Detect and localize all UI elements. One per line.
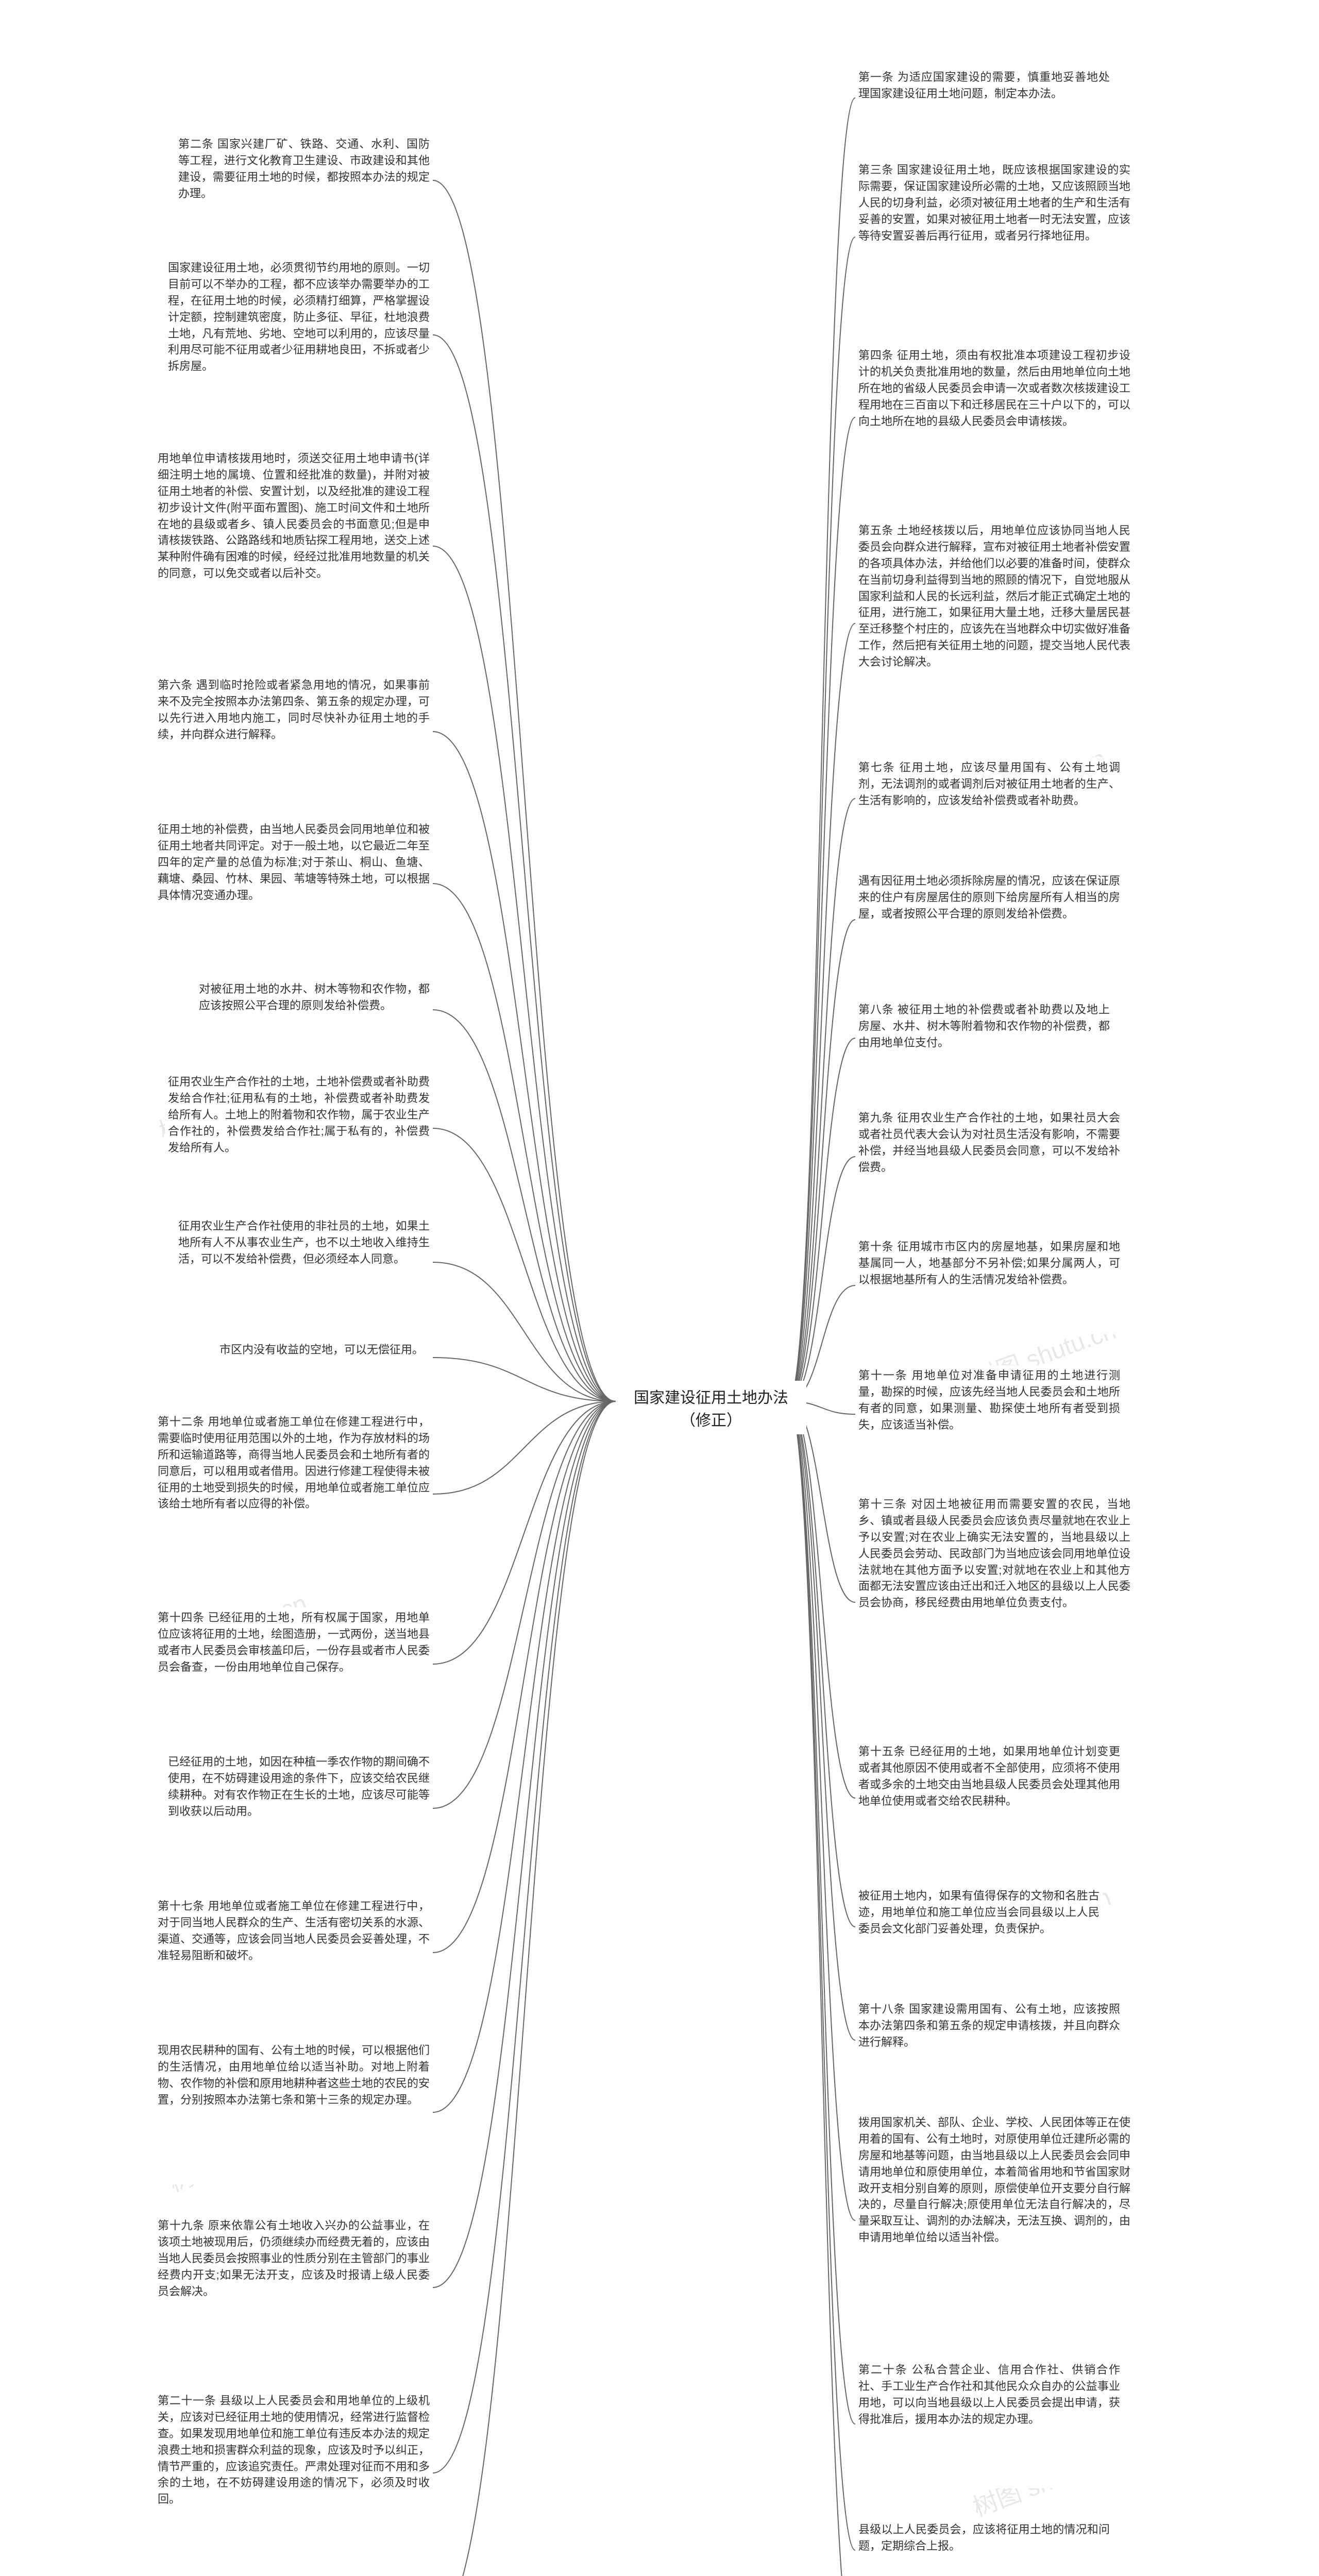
right-leaf-6: 第八条 被征用土地的补偿费或者补助费以及地上房屋、水井、树木等附着物和农作物的补… <box>855 999 1113 1077</box>
edge <box>788 1401 855 2550</box>
left-leaf-13: 现用农民耕种的国有、公有土地的时候，可以根据他们的生活情况，由用地单位给以适当补… <box>155 2040 433 2184</box>
edge <box>433 1401 616 2112</box>
right-leaf-7: 第九条 征用农业生产合作社的土地，如果社员大会或者社员代表大会认为对社员生活没有… <box>855 1108 1123 1206</box>
left-leaf-8: 市区内没有收益的空地，可以无偿征用。 <box>216 1340 433 1376</box>
left-leaf-1: 国家建设征用土地，必须贯彻节约用地的原则。一切目前可以不举办的工程，都不应该举办… <box>165 258 433 412</box>
edge <box>788 1401 855 2221</box>
left-leaf-12: 第十七条 用地单位或者施工单位在修建工程进行中，对于同当地人民群众的生产、生活有… <box>155 1896 433 2009</box>
edge <box>433 1401 616 1808</box>
right-leaf-2: 第四条 征用土地，须由有权批准本项建设工程初步设计的机关负责批准用地的数量，然后… <box>855 345 1134 489</box>
edge <box>433 180 616 1401</box>
edge <box>433 1401 616 1953</box>
edge <box>433 335 616 1401</box>
right-leaf-15: 第二十条 公私合营企业、信用合作社、供销合作社、手工业生产合作社和其他民众众自办… <box>855 2360 1123 2488</box>
center-node: 国家建设征用土地办法（修正） <box>616 1381 806 1434</box>
right-leaf-14: 拨用国家机关、部队、企业、学校、人民团体等正在使用着的国有、公有土地时，对原使用… <box>855 2112 1134 2329</box>
edge <box>433 1401 616 2473</box>
left-leaf-4: 征用土地的补偿费，由当地人民委员会同用地单位和被征用土地者共同评定。对于一般土地… <box>155 819 433 948</box>
edge <box>433 1401 616 1664</box>
edge <box>788 920 855 1401</box>
edge <box>433 546 616 1401</box>
right-leaf-11: 第十五条 已经征用的土地，如果用地单位计划变更或者其他原因不使用或者不全部使用，… <box>855 1741 1123 1855</box>
left-leaf-7: 征用农业生产合作社使用的非社员的土地，如果土地所有人不从事农业生产，也不以土地收… <box>175 1216 433 1309</box>
edge <box>433 1262 616 1401</box>
right-leaf-16: 县级以上人民委员会，应该将征用土地的情况和问题，定期综合上报。 <box>855 2519 1113 2576</box>
edge <box>788 1401 855 2424</box>
edge <box>788 799 855 1401</box>
right-leaf-12: 被征用土地内，如果有值得保存的文物和名胜古迹，用地单位和施工单位应当会同县级以上… <box>855 1886 1103 1968</box>
edge <box>788 1401 855 2040</box>
edge <box>433 732 616 1401</box>
right-leaf-4: 第七条 征用土地，应该尽量用国有、公有土地调剂，无法调剂的或者调剂后对被征用土地… <box>855 757 1123 840</box>
left-leaf-6: 征用农业生产合作社的土地，土地补偿费或者补助费发给合作社;征用私有的土地，补偿费… <box>165 1072 433 1185</box>
edge <box>433 1401 616 2576</box>
left-leaf-10: 第十四条 已经征用的土地，所有权属于国家，用地单位应该将征用的土地，绘图造册，一… <box>155 1607 433 1721</box>
left-leaf-3: 第六条 遇到临时抢险或者紧急用地的情况，如果事前来不及完全按照本办法第四条、第五… <box>155 675 433 788</box>
right-leaf-0: 第一条 为适应国家建设的需要，慎重地妥善地处理国家建设征用土地问题，制定本办法。 <box>855 67 1113 129</box>
edge <box>788 1401 855 1927</box>
right-leaf-13: 第十八条 国家建设需用国有、公有土地，应该按照本办法第四条和第五条的规定申请核拨… <box>855 1999 1123 2081</box>
left-leaf-9: 第十二条 用地单位或者施工单位在修建工程进行中，需要临时使用征用范围以外的土地，… <box>155 1412 433 1577</box>
right-leaf-5: 遇有因征用土地必须拆除房屋的情况，应该在保证原来的住户有房屋居住的原则下给房屋所… <box>855 871 1123 969</box>
left-leaf-14: 第十九条 原来依靠公有土地收入兴办的公益事业，在该项土地被现用后，仍须继续办而经… <box>155 2215 433 2360</box>
left-leaf-2: 用地单位申请核拨用地时，须送交征用土地申请书(详细注明土地的属境、位置和经批准的… <box>155 448 433 644</box>
left-leaf-15: 第二十一条 县级以上人民委员会和用地单位的上级机关，应该对已经征用土地的使用情况… <box>155 2391 433 2555</box>
edge <box>788 98 855 1401</box>
right-leaf-3: 第五条 土地经核拨以后，用地单位应该协同当地人民委员会向群众进行解释，宣布对被征… <box>855 520 1134 726</box>
left-leaf-5: 对被征用土地的水井、树木等物和农作物，都应该按照公平合理的原则发给补偿费。 <box>196 979 433 1041</box>
edge <box>433 884 616 1401</box>
edge <box>788 417 855 1401</box>
left-leaf-11: 已经征用的土地，如因在种植一季农作物的期间确不使用，在不妨碍建设用途的条件下，应… <box>165 1752 433 1865</box>
right-leaf-1: 第三条 国家建设征用土地，既应该根据国家建设的实际需要，保证国家建设所必需的土地… <box>855 160 1134 314</box>
right-leaf-9: 第十一条 用地单位对准备申请征用的土地进行测量，勘探的时候，应该先经当地人民委员… <box>855 1365 1123 1463</box>
right-leaf-8: 第十条 征用城市市区内的房屋地基，如果房屋和地基属同一人，地基部分不另补偿;如果… <box>855 1236 1123 1334</box>
edge <box>788 1401 855 1798</box>
left-leaf-0: 第二条 国家兴建厂矿、铁路、交通、水利、国防等工程，进行文化教育卫生建设、市政建… <box>175 134 433 227</box>
right-leaf-10: 第十三条 对因土地被征用而需要安置的农民，当地乡、镇或者县级人民委员会应该负责尽… <box>855 1494 1134 1710</box>
